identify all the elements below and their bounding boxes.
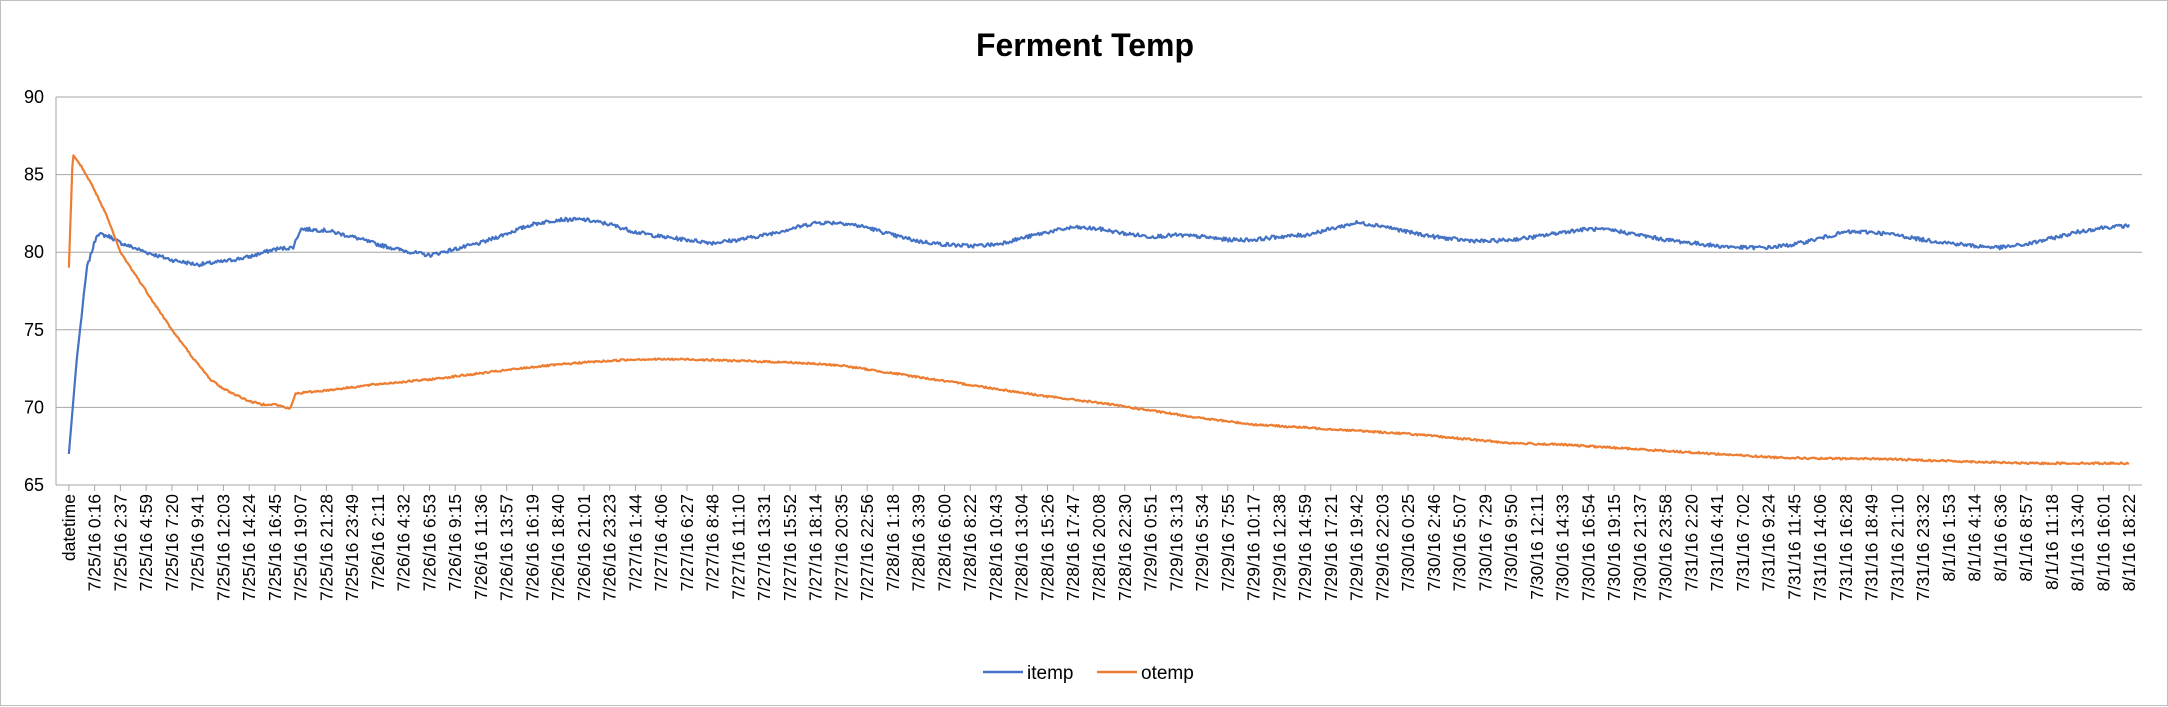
gridlines [56,96,2142,486]
x-tick-label: 7/27/16 15:52 [780,494,800,601]
x-axis: datetime 7/25/16 0:16 7/25/16 2:37 7/25/16 … [56,484,2142,601]
y-tick-label: 80 [24,242,44,262]
x-tick-label: 7/26/16 13:57 [497,494,517,601]
y-tick-label: 75 [24,320,44,340]
legend: itemp otemp [983,663,1194,684]
x-tick-label: 7/31/16 21:10 [1887,494,1907,601]
x-tick-label: 7/30/16 0:25 [1398,494,1418,591]
x-tick-label: 7/30/16 2:46 [1424,494,1444,591]
x-tick-label: 7/26/16 4:32 [394,494,414,591]
x-tick-label: 7/29/16 17:21 [1321,494,1341,601]
x-tick-label: 7/26/16 9:15 [445,494,465,591]
x-tick-label: 7/26/16 11:36 [471,494,491,600]
x-tick-label: 7/25/16 2:37 [110,494,130,591]
x-tick-label: 7/31/16 4:41 [1707,494,1727,591]
x-tick-label: 7/29/16 14:59 [1295,494,1315,601]
x-tick-label: 7/28/16 3:39 [909,494,929,591]
x-tick-label: 8/1/16 18:22 [2119,494,2139,591]
x-tick-label: 7/25/16 14:24 [239,494,259,601]
x-tick-label: 7/26/16 21:01 [574,494,594,601]
x-tick-label: 7/27/16 22:56 [857,494,877,601]
x-tick-label: 7/28/16 10:43 [986,494,1006,601]
series-line-otemp [67,154,2130,466]
x-tick-label: 7/29/16 12:38 [1269,494,1289,601]
x-tick-label: 7/26/16 2:11 [368,494,388,590]
x-tick-label: 7/29/16 22:03 [1372,494,1392,601]
x-tick-label: 8/1/16 11:18 [2042,494,2062,590]
x-tick-label: 7/30/16 23:58 [1656,494,1676,601]
y-tick-label: 85 [24,165,44,185]
x-tick-label: 7/31/16 14:06 [1810,494,1830,601]
x-tick-label: 7/26/16 18:40 [548,494,568,601]
x-tick-label: 7/25/16 4:59 [136,494,156,591]
x-tick-label: 7/25/16 16:45 [265,494,285,601]
x-tick-label: 7/27/16 11:10 [729,494,749,600]
x-tick-label: 7/27/16 8:48 [703,494,723,591]
x-tick-label: 7/30/16 9:50 [1501,494,1521,592]
x-tick-label: 7/26/16 16:19 [522,494,542,601]
x-tick-label: 7/28/16 1:18 [883,494,903,591]
x-tick-label: 7/25/16 9:41 [188,494,208,591]
x-tick-label: 7/29/16 3:13 [1166,494,1186,591]
x-tick-label: 7/30/16 12:11 [1527,494,1547,600]
series-line-itemp [67,216,2131,455]
y-tick-label: 90 [24,87,44,107]
x-tick-label: 8/1/16 1:53 [1939,494,1959,582]
x-tick-label: 7/30/16 7:29 [1475,494,1495,591]
x-tick-label: 7/27/16 18:14 [806,494,826,601]
legend-label-otemp: otemp [1141,663,1194,684]
x-tick-label: 7/31/16 18:49 [1862,494,1882,601]
x-tick-label: 7/28/16 8:22 [960,494,980,591]
x-tick-label: 7/25/16 19:07 [291,494,311,601]
x-tick-label: 7/31/16 9:24 [1759,494,1779,592]
x-tick-label: 7/25/16 7:20 [162,494,182,592]
x-tick-label: 7/31/16 11:45 [1784,494,1804,600]
x-tick-label: 7/30/16 21:37 [1630,494,1650,601]
y-axis: 65 70 75 80 85 90 [24,87,57,495]
x-tick-label: 7/27/16 13:31 [754,494,774,601]
y-tick-label: 65 [24,475,44,495]
series-lines [67,154,2131,466]
x-tick-label: datetime [59,494,79,561]
chart-title: Ferment Temp [976,27,1194,63]
x-tick-label: 7/29/16 10:17 [1244,494,1264,601]
x-tick-label: 7/27/16 4:06 [651,494,671,591]
x-tick-label: 7/25/16 0:16 [85,494,105,591]
x-tick-label: 7/27/16 6:27 [677,494,697,591]
x-tick-label: 7/30/16 19:15 [1604,494,1624,601]
x-tick-label: 7/27/16 1:44 [625,494,645,592]
x-tick-label: 7/28/16 20:08 [1089,494,1109,601]
y-tick-label: 70 [24,397,44,417]
x-tick-label: 7/31/16 23:32 [1913,494,1933,601]
x-tick-label: 7/29/16 7:55 [1218,494,1238,591]
x-tick-label: 8/1/16 16:01 [2093,494,2113,591]
x-tick-label: 7/26/16 6:53 [419,494,439,591]
x-tick-label: 7/25/16 12:03 [213,494,233,601]
x-tick-label: 7/31/16 16:28 [1836,494,1856,601]
x-tick-label: 7/28/16 15:26 [1038,494,1058,601]
x-tick-label: 7/26/16 23:23 [600,494,620,601]
x-tick-label: 7/28/16 22:30 [1115,494,1135,601]
x-tick-label: 7/28/16 17:47 [1063,494,1083,601]
x-tick-label: 7/25/16 21:28 [316,494,336,601]
x-tick-label: 7/29/16 19:42 [1347,494,1367,601]
x-tick-label: 7/30/16 5:07 [1450,494,1470,591]
x-tick-label: 8/1/16 4:14 [1965,494,1985,582]
x-tick-label: 7/25/16 23:49 [342,494,362,601]
x-tick-label: 7/27/16 20:35 [832,494,852,601]
x-tick-label: 8/1/16 8:57 [2016,494,2036,582]
x-tick-label: 7/30/16 16:54 [1578,494,1598,601]
x-tick-label: 7/28/16 6:00 [935,494,955,592]
x-tick-label: 7/28/16 13:04 [1012,494,1032,601]
x-tick-label: 7/31/16 2:20 [1681,494,1701,592]
x-tick-label: 8/1/16 13:40 [2068,494,2088,592]
legend-label-itemp: itemp [1027,663,1073,684]
x-tick-label: 8/1/16 6:36 [1990,494,2010,582]
x-tick-label: 7/29/16 5:34 [1192,494,1212,592]
x-tick-label: 7/31/16 7:02 [1733,494,1753,591]
x-tick-label: 7/30/16 14:33 [1553,494,1573,601]
x-tick-label: 7/29/16 0:51 [1141,494,1161,591]
